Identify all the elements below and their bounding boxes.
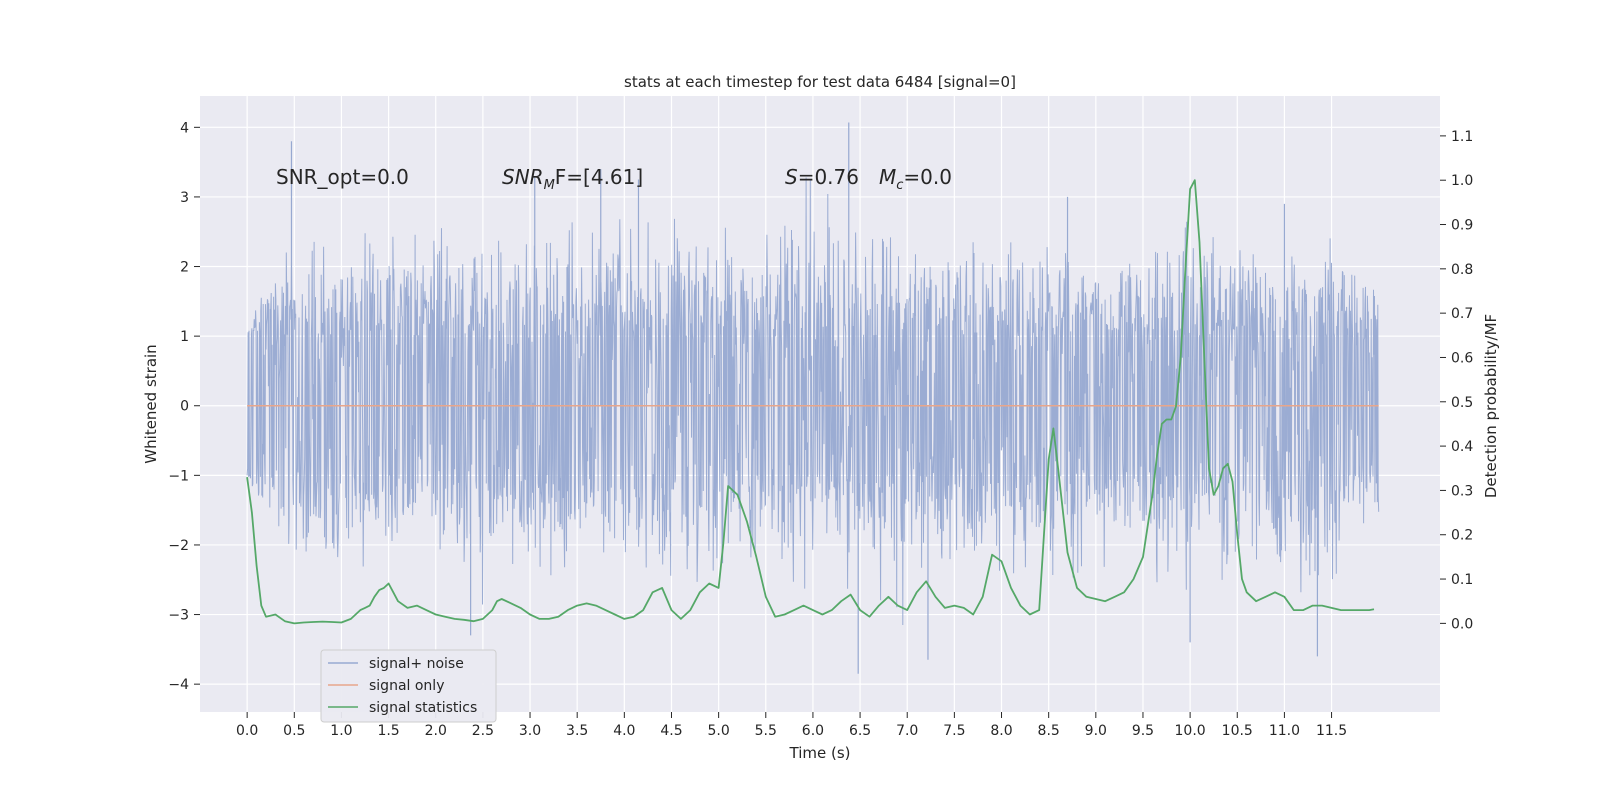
series-line-signal-statistics <box>246 179 1375 625</box>
chart-title: stats at each timestep for test data 648… <box>624 73 1016 91</box>
y2-tick-label-7: 0.4 <box>1451 439 1473 455</box>
x-tick-label-1: 0.5 <box>283 723 305 739</box>
x-tick-label-7: 3.5 <box>566 723 588 739</box>
x-tick-label-8: 4.0 <box>613 723 635 739</box>
legend-label-signal-statistics: signal statistics <box>369 700 477 716</box>
annotation-s-symbol: S <box>785 165 798 189</box>
annotation-s-value: =0.76 <box>798 165 859 189</box>
annotation-snr-mf-value: F=[4.61] <box>555 165 643 189</box>
y-tick-label-3: 1 <box>180 329 189 345</box>
y-tick-label-4: 0 <box>180 399 189 415</box>
annotation-mc-value: =0.0 <box>903 165 952 189</box>
y2-axis-ticks: 1.1 1.0 0.9 0.8 0.7 0.6 0.5 0.4 0.3 0.2 0.1 0.0 <box>1440 129 1473 632</box>
x-tick-label-2: 1.0 <box>330 723 352 739</box>
y-axis-label: Whitened strain <box>142 344 160 463</box>
x-tick-label-9: 4.5 <box>660 723 682 739</box>
annotation-mc-symbol: M <box>879 165 896 189</box>
legend: signal+ noise signal only signal statist… <box>320 649 497 723</box>
legend-box <box>320 649 497 723</box>
x-tick-label-11: 5.5 <box>755 723 777 739</box>
annotations: SNR_opt=0.0 SNRMF=[4.61] S=0.76 Mc=0.0 <box>276 165 952 193</box>
x-tick-label-5: 2.5 <box>472 723 494 739</box>
x-axis-ticks: 0.0 0.5 1.0 1.5 2.0 2.5 3.0 3.5 4.0 4.5 5.0 5.5 6.0 6… <box>236 712 1347 739</box>
y-tick-label-8: −4 <box>168 677 189 693</box>
y-tick-label-0: 4 <box>180 120 189 136</box>
x-tick-label-14: 7.0 <box>896 723 918 739</box>
y2-tick-label-3: 0.8 <box>1451 262 1473 278</box>
x-tick-label-3: 1.5 <box>377 723 399 739</box>
y-tick-label-5: −1 <box>168 468 189 484</box>
x-tick-label-20: 10.0 <box>1175 723 1206 739</box>
y2-tick-label-6: 0.5 <box>1451 395 1473 411</box>
annotation-mc: Mc=0.0 <box>879 165 952 193</box>
legend-label-signal-only: signal only <box>369 678 444 694</box>
y2-tick-label-10: 0.1 <box>1451 572 1473 588</box>
x-tick-label-4: 2.0 <box>425 723 447 739</box>
x-tick-label-6: 3.0 <box>519 723 541 739</box>
annotation-snr-mf-subscript: M <box>544 178 555 193</box>
signal-noise-series <box>246 122 1380 674</box>
x-tick-label-15: 7.5 <box>943 723 965 739</box>
y2-tick-label-2: 0.9 <box>1451 218 1473 234</box>
annotation-snr-mf: SNRMF=[4.61] <box>502 165 643 193</box>
x-tick-label-19: 9.5 <box>1132 723 1154 739</box>
x-tick-label-23: 11.5 <box>1316 723 1347 739</box>
annotation-mc-subscript: c <box>896 178 903 193</box>
x-tick-label-10: 5.0 <box>707 723 729 739</box>
y-tick-label-7: −3 <box>168 608 189 624</box>
legend-label-signal-noise: signal+ noise <box>369 656 464 672</box>
x-tick-label-18: 9.0 <box>1085 723 1107 739</box>
x-tick-label-0: 0.0 <box>236 723 258 739</box>
y-axis-ticks: 4 3 2 1 0 −1 −2 −3 −4 <box>168 120 200 693</box>
y2-tick-label-0: 1.1 <box>1451 129 1473 145</box>
x-tick-label-17: 8.5 <box>1038 723 1060 739</box>
x-tick-label-13: 6.5 <box>849 723 871 739</box>
annotation-snr-mf-symbol: SNR <box>502 165 544 189</box>
y2-tick-label-4: 0.7 <box>1451 306 1473 322</box>
y2-tick-label-9: 0.2 <box>1451 528 1473 544</box>
y2-tick-label-11: 0.0 <box>1451 616 1473 632</box>
annotation-s: S=0.76 <box>785 165 859 189</box>
signal-statistics-series <box>246 179 1375 625</box>
y2-tick-label-1: 1.0 <box>1451 173 1473 189</box>
annotation-snr-opt: SNR_opt=0.0 <box>276 165 409 189</box>
x-tick-label-22: 11.0 <box>1269 723 1300 739</box>
y2-tick-label-5: 0.6 <box>1451 350 1473 366</box>
x-tick-label-21: 10.5 <box>1222 723 1253 739</box>
x-tick-label-12: 6.0 <box>802 723 824 739</box>
y-tick-label-6: −2 <box>168 538 189 554</box>
y-tick-label-2: 2 <box>180 260 189 276</box>
y2-axis-label: Detection probability/MF <box>1482 314 1500 498</box>
x-tick-label-16: 8.0 <box>990 723 1012 739</box>
x-axis-label: Time (s) <box>789 744 851 762</box>
y-tick-label-1: 3 <box>180 190 189 206</box>
y2-tick-label-8: 0.3 <box>1451 483 1473 499</box>
